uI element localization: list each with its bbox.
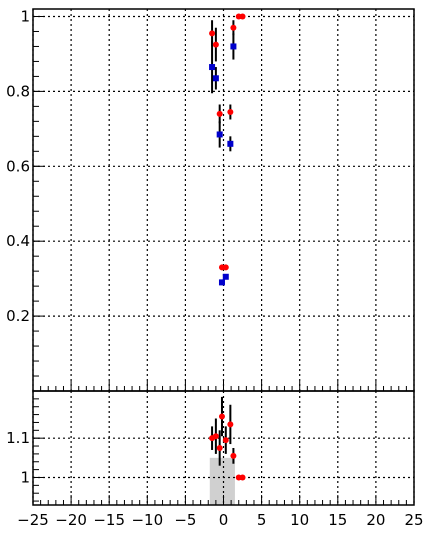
plot-frame	[32, 390, 415, 506]
data-point-circle	[222, 437, 229, 444]
x-tick-label: 25	[404, 511, 423, 529]
data-point-square	[212, 75, 219, 82]
x-tick-label: −10	[131, 511, 163, 529]
x-tick-label: −5	[174, 511, 196, 529]
top-panel: 0.2 0.4 0.6 0.8 1	[6, 7, 415, 392]
x-tick-label: 0	[219, 511, 229, 529]
uncertainty-band	[209, 457, 235, 505]
y-tick-label: 1	[20, 7, 30, 25]
data-point-circle	[230, 452, 237, 459]
data-point-circle	[239, 13, 246, 20]
data-point-square	[216, 131, 223, 138]
data-point-circle	[212, 41, 219, 48]
data-point-square	[209, 64, 216, 71]
data-point-circle	[227, 421, 234, 428]
data-point-circle	[239, 474, 246, 481]
data-point-circle	[227, 108, 234, 115]
y-tick-label: 0.4	[6, 232, 30, 250]
x-tick-label: 20	[366, 511, 385, 529]
data-point-circle	[216, 110, 223, 117]
x-tick-label: −25	[17, 511, 49, 529]
data-point-circle	[230, 24, 237, 31]
x-tick-label: −15	[93, 511, 125, 529]
data-point-square	[218, 279, 225, 286]
data-point-circle	[218, 413, 225, 420]
y-tick-label: 1.1	[6, 429, 30, 447]
data-point-circle	[212, 433, 219, 440]
y-tick-label: 0.8	[6, 82, 30, 100]
y-tick-label: 0.6	[6, 157, 30, 175]
data-point-circle	[209, 30, 216, 37]
data-point-circle	[216, 445, 223, 451]
x-tick-label: 5	[257, 511, 267, 529]
data-point-circle	[222, 264, 229, 271]
data-point-square	[227, 140, 234, 147]
x-tick-label: 10	[290, 511, 309, 529]
y-tick-label: 0.2	[6, 307, 30, 325]
data-point-square	[230, 43, 237, 50]
x-tick-label: 15	[328, 511, 347, 529]
ratio-panel: 1 1.1 −25 −20 −15 −10 −5 0 5 10 15 20 25	[6, 390, 424, 529]
y-tick-label: 1	[20, 468, 30, 486]
x-tick-label: −20	[55, 511, 87, 529]
data-point-square	[222, 273, 229, 280]
